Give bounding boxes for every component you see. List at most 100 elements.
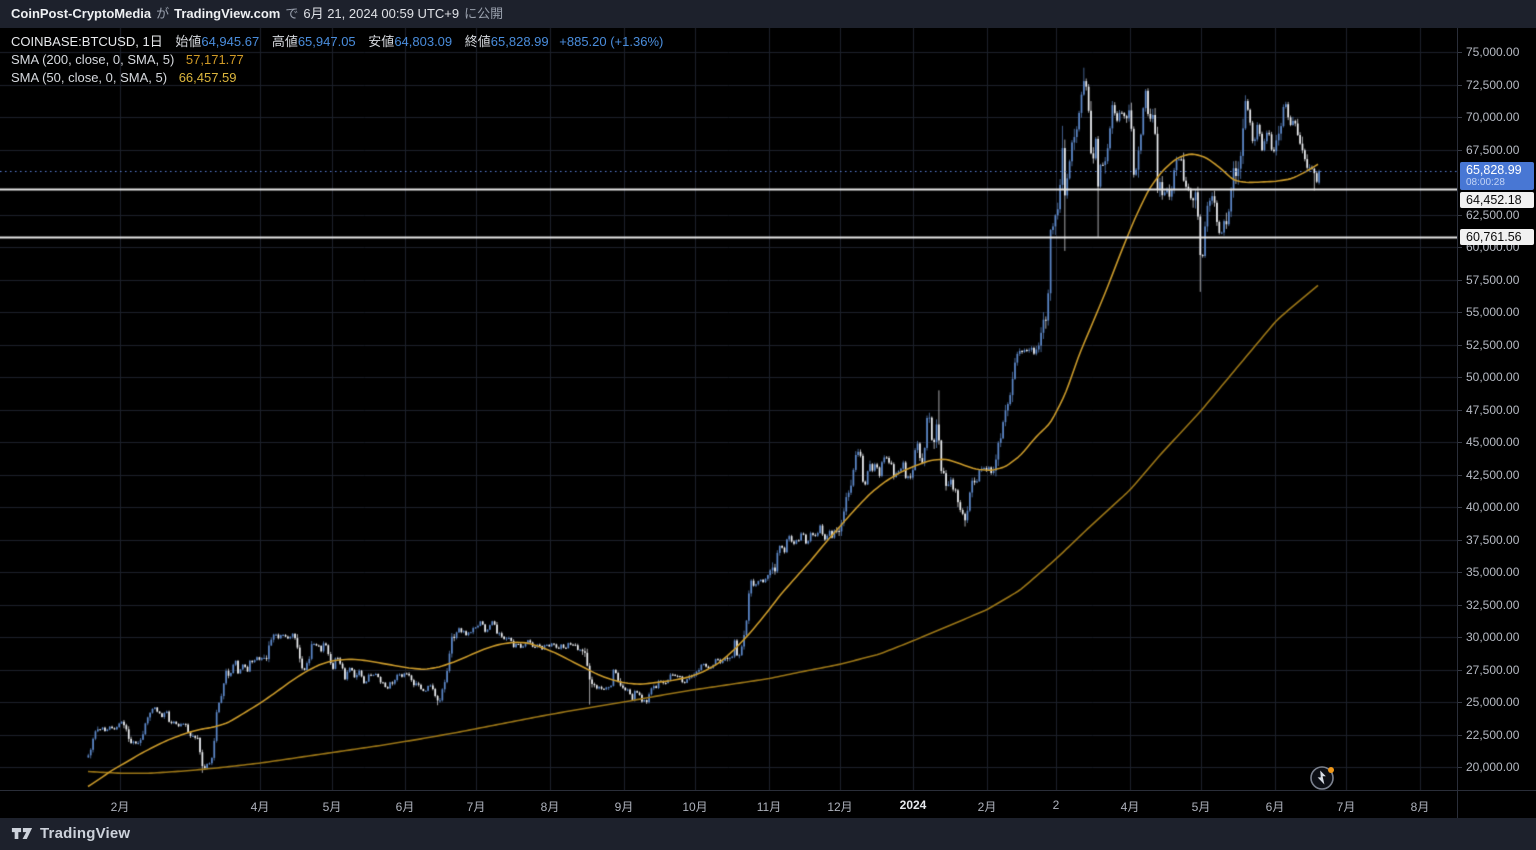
publish-suffix: に公開 [464,6,504,21]
price-level-badge: 60,761.56 [1460,229,1534,246]
axis-corner-separator [1457,791,1458,819]
price-tick-label: 22,500.00 [1466,727,1520,742]
price-tick-mark [1458,214,1462,216]
market-status-icon[interactable] [1308,764,1336,792]
status-dot [1328,767,1334,773]
price-tick-mark [1458,117,1462,118]
price-tick-mark [1458,669,1462,671]
last-price-badge: 65,828.99 08:00:28 [1460,162,1534,191]
price-tick-label: 47,500.00 [1466,402,1520,417]
price-tick-mark [1458,377,1462,378]
time-tick-label: 7月 [1336,800,1356,814]
time-tick-label: 8月 [1410,800,1430,814]
price-tick-mark [1458,312,1462,313]
symbol-title: COINBASE:BTCUSD, 1日 [11,34,163,49]
time-axis[interactable]: 2月 4月 5月 6月 7月 8月 9月 10月 11月 12月 2024 2月 2 4月 5月 6月 7月 8月 [0,790,1536,819]
sma200-value: 57,171.77 [185,52,244,67]
time-tick-label: 5月 [1191,800,1211,814]
bar-close-countdown: 08:00:28 [1466,177,1505,189]
time-tick-label: 11月 [756,800,782,814]
price-tick-label: 70,000.00 [1466,110,1520,124]
tradingview-wordmark: TradingView [40,825,131,842]
time-tick-label: 5月 [322,800,342,814]
open-value: 64,945.67 [201,34,260,49]
price-tick-mark [1458,767,1462,768]
price-tick-label: 42,500.00 [1466,467,1520,482]
time-tick-label: 9月 [614,800,634,814]
last-price-value: 65,828.99 [1466,163,1522,178]
price-axis[interactable]: 65,828.99 08:00:28 75,000.00 72,500.00 70,… [1457,28,1536,790]
price-level-badge: 64,452.18 [1460,192,1534,209]
price-tick-label: 50,000.00 [1466,370,1520,384]
price-tick-label: 25,000.00 [1466,695,1520,709]
time-tick-label: 6月 [395,800,415,814]
price-chart-canvas[interactable] [0,28,1457,790]
price-tick-mark [1458,149,1462,151]
tradingview-mark-icon [11,828,33,839]
time-tick-label: 6月 [1265,800,1285,814]
publish-bar: CoinPost-CryptoMedia が TradingView.com で 6月 … [0,0,1536,28]
time-tick-label: 2月 [110,800,130,814]
price-tick-label: 40,000.00 [1466,500,1520,514]
price-tick-label: 55,000.00 [1466,305,1520,319]
time-tick-label: 10月 [682,800,708,814]
price-tick-label: 30,000.00 [1466,630,1520,644]
price-tick-mark [1458,572,1462,573]
price-tick-label: 27,500.00 [1466,662,1520,677]
price-tick-label: 20,000.00 [1466,760,1520,774]
price-tick-mark [1458,409,1462,411]
lightning-bolt-icon [1317,770,1326,785]
price-tick-mark [1458,604,1462,606]
low-label: 安値 [368,34,395,49]
legend-sma200-row[interactable]: SMA (200, close, 0, SMA, 5) 57,171.77 [11,51,663,68]
price-tick-mark [1458,344,1462,346]
low-value: 64,803.09 [394,34,453,49]
price-tick-label: 52,500.00 [1466,337,1520,352]
price-tick-label: 45,000.00 [1466,435,1520,449]
price-tick-label: 37,500.00 [1466,532,1520,547]
price-tick-mark [1458,52,1462,53]
sma50-value: 66,457.59 [178,70,237,85]
price-tick-mark [1458,702,1462,703]
price-tick-label: 57,500.00 [1466,272,1520,287]
chart-legend: COINBASE:BTCUSD, 1日 始値64,945.67 高値65,947… [11,33,663,87]
price-tick-mark [1458,247,1462,248]
change-value: +885.20 (+1.36%) [559,34,664,49]
price-tick-mark [1458,442,1462,443]
close-value: 65,828.99 [490,34,549,49]
close-label: 終値 [464,34,491,49]
tradingview-logo[interactable]: TradingView [11,825,130,842]
tradingview-link[interactable]: TradingView.com [174,6,281,21]
high-value: 65,947.05 [297,34,356,49]
time-tick-label: 7月 [466,800,486,814]
price-tick-label: 72,500.00 [1466,77,1520,92]
price-tick-label: 67,500.00 [1466,142,1520,157]
price-tick-label: 75,000.00 [1466,45,1520,59]
publish-particle2: で [285,6,299,21]
high-label: 高値 [271,34,298,49]
time-tick-label: 8月 [540,800,560,814]
publisher-name: CoinPost-CryptoMedia [11,6,152,21]
price-tick-mark [1458,539,1462,541]
price-tick-label: 35,000.00 [1466,565,1520,579]
time-tick-label: 2024 [899,798,927,812]
price-tick-mark [1458,474,1462,476]
price-tick-label: 62,500.00 [1466,207,1520,222]
price-tick-mark [1458,637,1462,638]
sma200-label: SMA (200, close, 0, SMA, 5) [11,52,175,67]
price-tick-mark [1458,279,1462,281]
time-tick-label: 2月 [977,800,997,814]
time-tick-label: 4月 [1120,800,1140,814]
price-tick-mark [1458,734,1462,736]
legend-symbol-row[interactable]: COINBASE:BTCUSD, 1日 始値64,945.67 高値65,947… [11,33,663,50]
publish-particle: が [156,6,170,21]
sma50-label: SMA (50, close, 0, SMA, 5) [11,70,168,85]
open-label: 始値 [175,34,202,49]
price-tick-mark [1458,84,1462,86]
legend-sma50-row[interactable]: SMA (50, close, 0, SMA, 5) 66,457.59 [11,69,663,86]
time-tick-label: 2 [1052,798,1060,812]
time-tick-label: 12月 [827,800,853,814]
publish-datetime: 6月 21, 2024 00:59 UTC+9 [303,6,460,21]
footer-bar: TradingView [0,818,1536,850]
